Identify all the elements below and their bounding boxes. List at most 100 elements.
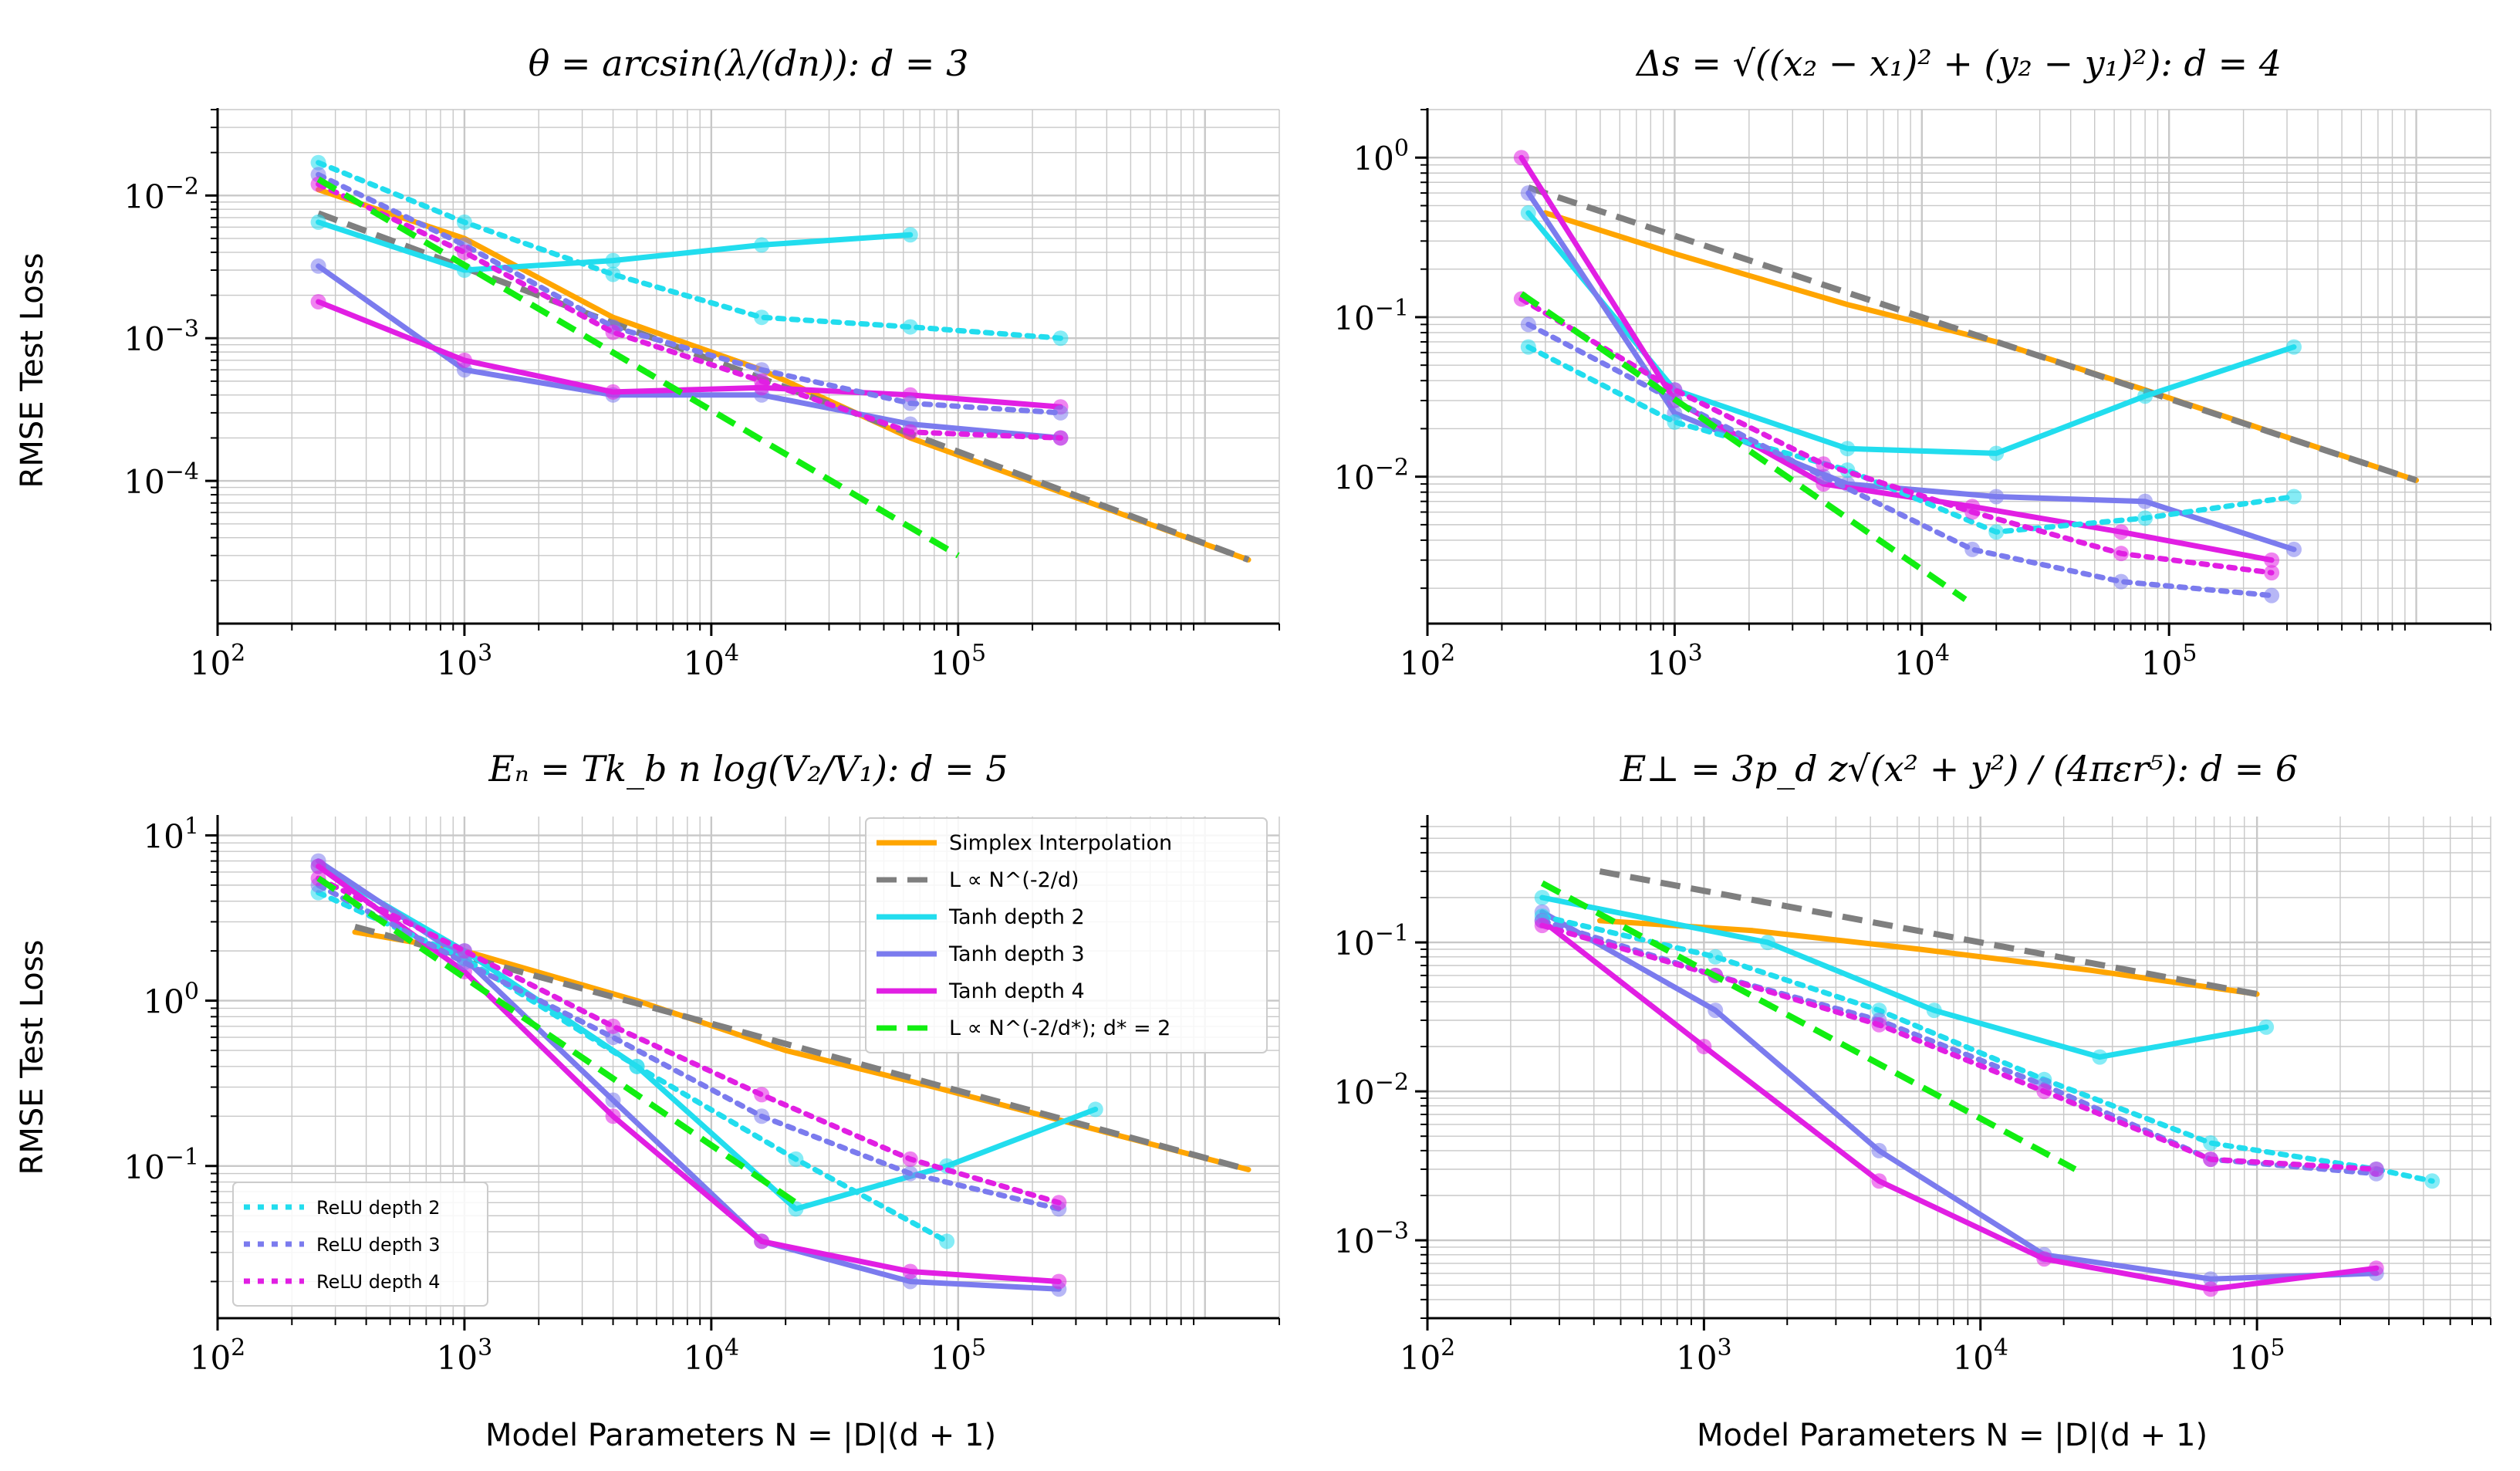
- panel-e-perp-d6: 102 103 104 105 10−3 10−2 10−1 E⊥ = 3p_d z√(x² …: [1333, 748, 2491, 1377]
- data-point: [754, 362, 770, 378]
- series-line: [316, 181, 1063, 441]
- series-line: [1527, 184, 2417, 484]
- data-point: [605, 266, 621, 282]
- data-point: [605, 1030, 621, 1046]
- series-relu-depth-4: [1513, 291, 2280, 581]
- data-point: [1988, 489, 2005, 505]
- data-point: [605, 384, 621, 400]
- series-line: [1539, 922, 2380, 1172]
- series-l-n-2-d-: [353, 923, 1250, 1173]
- data-point: [754, 1233, 770, 1250]
- series-relu-depth-3: [1520, 316, 2280, 604]
- series-l-n-2-d-d-2: [1540, 880, 2077, 1172]
- panel-title: θ = arcsin(λ/(dn)): d = 3: [529, 42, 969, 84]
- data-point: [1988, 524, 2005, 540]
- x-tick-label: 104: [1894, 640, 1951, 682]
- data-point: [902, 319, 918, 335]
- y-tick-label: 10−2: [1333, 1069, 1409, 1111]
- data-point: [2137, 493, 2153, 509]
- data-point: [1759, 935, 1775, 951]
- x-tick-label: 105: [2141, 640, 2197, 682]
- series-line: [1525, 344, 2297, 535]
- y-tick-label: 10−1: [1333, 920, 1409, 962]
- data-point: [2036, 1084, 2052, 1100]
- data-point: [1964, 504, 1981, 520]
- series-line: [316, 875, 1062, 1206]
- series-l-n-2-d-: [1599, 868, 2258, 997]
- data-point: [2113, 573, 2130, 590]
- series-line: [1542, 210, 2420, 483]
- x-tick-label: 102: [190, 640, 246, 682]
- series-tanh-depth-2: [1534, 890, 2275, 1065]
- data-point: [2264, 552, 2280, 568]
- data-point: [2264, 565, 2280, 581]
- data-point: [605, 324, 621, 340]
- series-tanh-depth-2: [310, 214, 918, 278]
- data-point: [1534, 918, 1550, 934]
- x-tick-label: 102: [190, 1334, 246, 1377]
- series-relu-depth-4: [310, 871, 1067, 1211]
- xlabel-right: Model Parameters N = |D|(d + 1): [1697, 1418, 2208, 1453]
- data-point: [2203, 1151, 2219, 1168]
- data-point: [310, 214, 326, 230]
- data-point: [1816, 456, 1832, 472]
- series-line: [316, 858, 1062, 1292]
- data-point: [456, 214, 472, 230]
- x-tick-label: 104: [684, 1334, 740, 1377]
- panel-title: E⊥ = 3p_d z√(x² + y²) / (4πεr⁵): d = 6: [1620, 748, 2298, 790]
- data-point: [1520, 205, 1536, 221]
- series-l-n-2-d-d-2: [1519, 291, 1968, 602]
- series-line: [1540, 880, 2077, 1172]
- ylabel-bottom: RMSE Test Loss: [15, 940, 50, 1175]
- data-point: [1520, 316, 1536, 333]
- data-point: [2368, 1260, 2384, 1277]
- data-point: [1708, 949, 1724, 965]
- data-point: [1052, 330, 1069, 347]
- data-point: [1051, 1273, 1067, 1290]
- data-point: [2368, 1162, 2384, 1178]
- data-point: [605, 252, 621, 269]
- data-point: [1513, 150, 1529, 166]
- data-point: [2424, 1173, 2441, 1189]
- data-point: [2036, 1251, 2052, 1267]
- series-line: [316, 187, 1252, 563]
- data-point: [456, 352, 472, 368]
- series-line: [316, 176, 960, 559]
- series-line: [1599, 868, 2258, 997]
- series-line: [1539, 909, 2380, 1282]
- data-point: [902, 424, 918, 440]
- data-point: [1871, 1173, 1887, 1189]
- data-point: [754, 309, 770, 326]
- series-line: [316, 875, 798, 1206]
- series-l-n-2-d-: [1527, 184, 2417, 484]
- y-tick-label: 10−4: [123, 458, 199, 501]
- data-point: [456, 955, 472, 971]
- series-line: [316, 171, 1063, 416]
- data-point: [1816, 468, 1832, 485]
- data-point: [1964, 541, 1981, 557]
- series-line: [1525, 321, 2275, 599]
- legend: ReLU depth 2 ReLU depth 3 ReLU depth 4: [232, 1182, 488, 1307]
- y-tick-label: 100: [1353, 135, 1409, 178]
- data-point: [2286, 339, 2302, 355]
- data-point: [902, 1151, 918, 1167]
- legend-label: ReLU depth 4: [316, 1271, 441, 1293]
- series-line: [1519, 291, 1968, 602]
- data-point: [1534, 890, 1550, 906]
- data-point: [754, 373, 770, 389]
- x-tick-label: 105: [930, 1334, 986, 1377]
- data-point: [605, 1092, 621, 1108]
- data-point: [902, 1165, 918, 1182]
- data-point: [2113, 524, 2130, 540]
- data-point: [2286, 489, 2302, 505]
- series-relu-depth-2: [310, 154, 1069, 347]
- x-tick-label: 104: [1952, 1334, 2008, 1377]
- legend-label: Tanh depth 2: [948, 905, 1085, 929]
- panel-delta-s-d4: 102 103 104 105 10−2 10−1 100 Δs = √((x₂ − x₁)²…: [1333, 42, 2491, 682]
- panel-theta-d3: 102 103 104 105 10−4 10−3 10−2 θ = arcsin(λ/(dn…: [123, 42, 1280, 682]
- grid: [1426, 109, 2491, 624]
- data-point: [1871, 1016, 1887, 1033]
- y-tick-label: 10−1: [123, 1144, 199, 1186]
- data-point: [939, 1233, 955, 1250]
